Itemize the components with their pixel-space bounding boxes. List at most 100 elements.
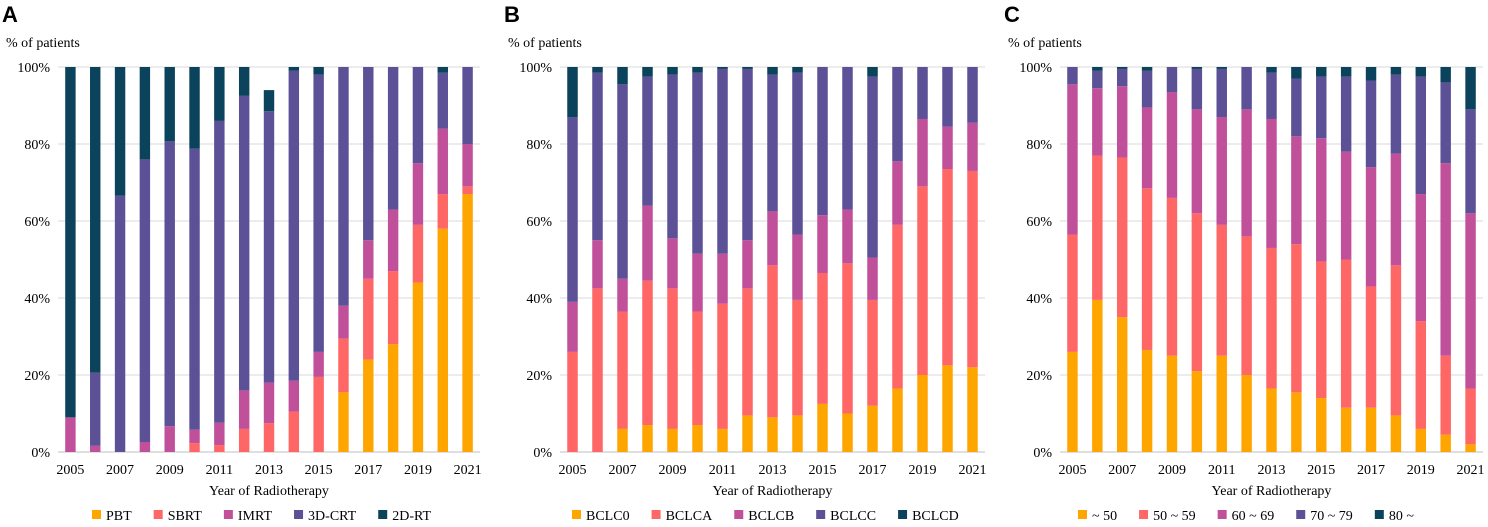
- bar-segment-2009-2: [667, 238, 678, 289]
- bar-segment-2021-4: [1465, 67, 1476, 110]
- y-axis-label: % of patients: [6, 36, 80, 51]
- legend-label: BCLCD: [912, 509, 959, 524]
- legend-swatch: [153, 510, 163, 519]
- bar-segment-2020-0: [942, 365, 953, 452]
- bar-segment-2010-2: [1191, 109, 1203, 214]
- bar-segment-2017-0: [1365, 407, 1377, 452]
- bar-segment-2007-3: [114, 195, 126, 452]
- bar-segment-2015-3: [817, 67, 828, 216]
- x-axis-label: Year of Radiotherapy: [713, 484, 833, 499]
- legend-label: 50 ~ 59: [1153, 509, 1196, 524]
- bar-segment-2014-1: [1291, 244, 1302, 393]
- bar-segment-2005-2: [1067, 84, 1078, 235]
- legend-label: 70 ~ 79: [1310, 509, 1353, 524]
- x-tick-label: 2007: [106, 463, 134, 478]
- bar-segment-2016-3: [842, 67, 853, 210]
- legend-item: ~ 50: [1078, 509, 1117, 524]
- bar-segment-2018-2: [892, 161, 903, 225]
- bar-segment-2006-3: [592, 72, 603, 241]
- bar-segment-2009-3: [1166, 67, 1178, 93]
- y-tick-label: 40%: [526, 292, 552, 307]
- legend-label: ~ 50: [1092, 509, 1117, 524]
- bar-segment-2016-2: [842, 209, 853, 264]
- bar-segment-2008-4: [1141, 67, 1153, 71]
- bar-segment-2021-2: [967, 122, 978, 171]
- y-tick-label: 100%: [17, 61, 50, 76]
- bar-segment-2013-2: [1266, 118, 1277, 248]
- bar-segment-2018-2: [387, 209, 399, 272]
- bar-segment-2018-3: [387, 67, 399, 210]
- bar-segment-2005-2: [65, 417, 76, 452]
- bar-segment-2018-3: [1390, 74, 1402, 154]
- bar-segment-2008-0: [1141, 349, 1153, 452]
- legend-swatch: [898, 510, 908, 519]
- x-tick-label: 2017: [354, 463, 382, 478]
- legend-swatch: [92, 510, 101, 519]
- x-tick-label: 2013: [759, 463, 787, 478]
- bar-segment-2010-0: [1191, 371, 1203, 452]
- bar-segment-2010-3: [1191, 68, 1203, 110]
- legend: PBT SBRT IMRT 3D-CRT 2D-RT: [92, 509, 431, 524]
- bar-segment-2017-2: [867, 257, 878, 300]
- bar-segment-2007-3: [1116, 68, 1128, 87]
- bar-segment-2018-3: [892, 67, 903, 162]
- legend-item: SBRT: [153, 509, 202, 524]
- bar-segment-2012-2: [1241, 109, 1252, 237]
- x-tick-label: 2011: [709, 463, 736, 478]
- bar-segment-2013-2: [767, 211, 778, 266]
- legend-item: BCLCB: [734, 509, 794, 524]
- x-tick-label: 2021: [1457, 463, 1485, 478]
- bar-segment-2021-2: [1465, 213, 1476, 389]
- legend-swatch: [223, 510, 233, 519]
- bar-segment-2020-1: [437, 194, 448, 229]
- bar-segment-2006-2: [1092, 88, 1103, 156]
- bar-segment-2018-1: [1390, 265, 1402, 416]
- bar-segment-2006-4: [592, 67, 603, 73]
- bar-segment-2006-4: [1092, 67, 1103, 71]
- chart-panel-a: A % of patients 0% 20% 40% 60% 80% 100% 2005 2007…: [2, 2, 482, 524]
- bar-segment-2005-4: [567, 67, 578, 118]
- legend-swatch: [294, 510, 304, 519]
- legend-swatch: [1078, 510, 1087, 519]
- bar-segment-2013-1: [263, 423, 275, 452]
- bar-segment-2020-2: [1440, 163, 1451, 356]
- panel-letter: A: [2, 2, 18, 27]
- legend-swatch: [1217, 510, 1227, 519]
- bar-segment-2019-2: [1415, 194, 1427, 322]
- bar-segment-2016-3: [1340, 76, 1352, 152]
- chart-panel-c: C % of patients 0% 20% 40% 60% 80% 100% 2005 2007…: [1004, 2, 1485, 524]
- bar-segment-2016-1: [338, 338, 349, 393]
- bar-segment-2017-1: [867, 299, 878, 406]
- legend-swatch: [1374, 510, 1384, 519]
- bar-segment-2020-4: [1440, 67, 1451, 83]
- y-tick-label: 0%: [533, 446, 552, 461]
- bar-segment-2013-1: [767, 265, 778, 418]
- x-tick-label: 2009: [156, 463, 184, 478]
- bar-segment-2011-2: [1216, 117, 1227, 225]
- legend-item: BCLCC: [816, 509, 876, 524]
- legend-label: 60 ~ 69: [1232, 509, 1275, 524]
- legend-label: BCLCB: [748, 509, 794, 524]
- bar-segment-2007-4: [1116, 67, 1128, 69]
- bar-segment-2010-3: [189, 148, 200, 430]
- legend-label: BCLC0: [586, 509, 630, 524]
- bar-segment-2013-0: [1266, 388, 1277, 452]
- bar-segment-2008-2: [139, 441, 151, 452]
- bar-segment-2014-1: [288, 411, 300, 452]
- y-axis-label: % of patients: [508, 36, 582, 51]
- bar-segment-2011-3: [717, 68, 728, 254]
- bar-segment-2008-3: [139, 159, 151, 442]
- legend-label: IMRT: [238, 509, 273, 524]
- legend-label: 3D-CRT: [308, 509, 357, 524]
- y-tick-label: 40%: [1026, 292, 1052, 307]
- bar-segment-2020-2: [437, 128, 448, 195]
- bar-segment-2008-1: [1141, 188, 1153, 350]
- bar-segment-2012-0: [742, 415, 753, 452]
- bar-segment-2011-0: [717, 428, 728, 452]
- bar-segment-2005-3: [1067, 67, 1078, 85]
- legend-label: PBT: [106, 509, 132, 524]
- bar-segment-2019-3: [917, 67, 928, 119]
- y-tick-label: 20%: [24, 369, 50, 384]
- bar-segment-2007-0: [617, 428, 628, 452]
